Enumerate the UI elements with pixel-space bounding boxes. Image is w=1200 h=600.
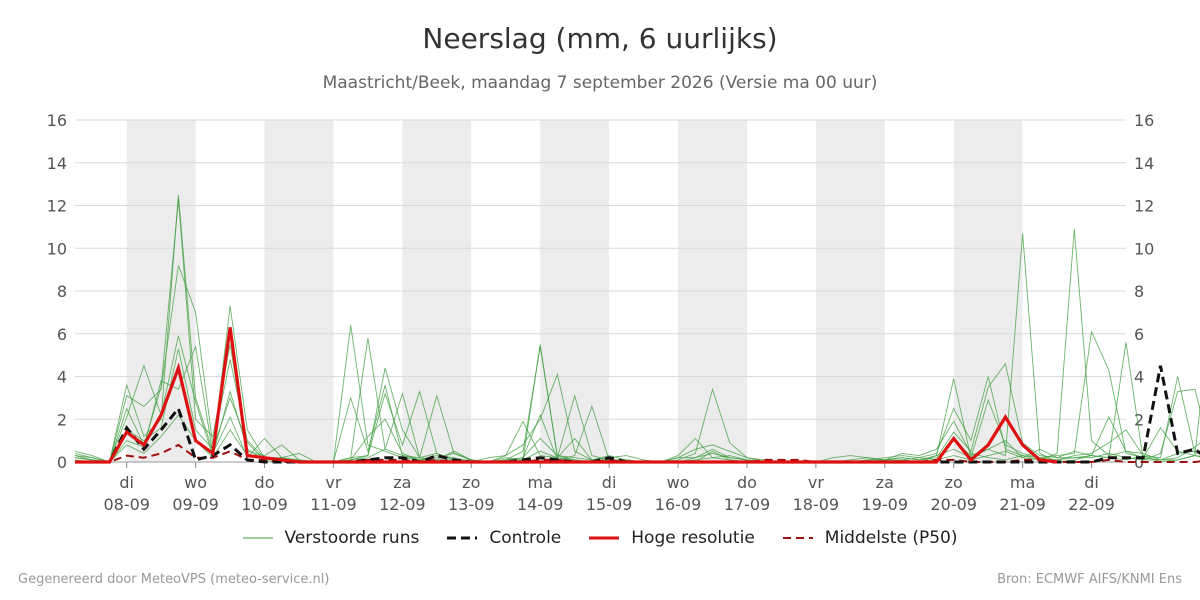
x-tick-date: 21-09 <box>999 495 1046 514</box>
legend-label: Controle <box>489 528 562 548</box>
x-tick-date: 15-09 <box>586 495 633 514</box>
footer-generator: Gegenereerd door MeteoVPS (meteo-service… <box>18 572 330 587</box>
x-tick-date: 08-09 <box>103 495 150 514</box>
x-tick-day: zo <box>945 473 963 492</box>
x-tick-day: di <box>1084 473 1099 492</box>
legend-swatch-thin-green <box>242 537 273 539</box>
y-tick-label-left: 2 <box>57 410 67 429</box>
legend-label: Hoge resolutie <box>631 528 755 548</box>
x-tick-date: 12-09 <box>379 495 426 514</box>
y-tick-label-left: 4 <box>57 368 67 387</box>
x-tick-day: vr <box>325 473 341 492</box>
legend: Verstoorde runs Controle Hoge resolutie … <box>0 528 1200 548</box>
x-tick-date: 17-09 <box>724 495 771 514</box>
y-tick-label-left: 12 <box>47 197 67 216</box>
y-tick-label-left: 8 <box>57 282 67 301</box>
legend-item-middelste[interactable]: Middelste (P50) <box>782 528 958 548</box>
x-tick-date: 19-09 <box>862 495 909 514</box>
legend-item-hoge-resolutie[interactable]: Hoge resolutie <box>589 528 755 548</box>
x-tick-date: 11-09 <box>310 495 357 514</box>
legend-swatch-red-solid <box>589 536 620 540</box>
x-tick-date: 16-09 <box>655 495 702 514</box>
series-hoge-resolutie <box>75 327 1058 464</box>
legend-item-verstoorde-runs[interactable]: Verstoorde runs <box>242 528 420 548</box>
x-tick-day: di <box>602 473 617 492</box>
y-tick-label-right: 0 <box>1134 453 1144 472</box>
chart-subtitle: Maastricht/Beek, maandag 7 september 202… <box>322 73 878 93</box>
legend-label: Verstoorde runs <box>284 528 420 548</box>
y-tick-label-right: 6 <box>1134 325 1144 344</box>
x-tick-day: zo <box>462 473 480 492</box>
y-tick-label-left: 10 <box>47 239 67 258</box>
legend-item-controle[interactable]: Controle <box>447 528 561 548</box>
y-tick-label-right: 16 <box>1134 111 1154 130</box>
x-tick-day: vr <box>808 473 824 492</box>
x-tick-day: ma <box>528 473 553 492</box>
series-verstoorde-run <box>74 335 1200 463</box>
x-tick-day: wo <box>667 473 690 492</box>
y-tick-label-right: 10 <box>1134 239 1154 258</box>
y-tick-label-right: 14 <box>1134 154 1154 173</box>
x-tick-date: 18-09 <box>793 495 840 514</box>
y-tick-label-right: 4 <box>1134 368 1144 387</box>
legend-swatch-black-dashed <box>447 536 478 540</box>
x-tick-date: 22-09 <box>1068 495 1115 514</box>
y-tick-label-left: 6 <box>57 325 67 344</box>
x-tick-day: di <box>119 473 134 492</box>
y-tick-label-right: 12 <box>1134 197 1154 216</box>
series-verstoorde-run <box>74 199 1200 463</box>
x-tick-day: wo <box>184 473 207 492</box>
x-tick-date: 14-09 <box>517 495 564 514</box>
x-tick-day: do <box>255 473 275 492</box>
x-tick-day: za <box>393 473 411 492</box>
x-tick-date: 10-09 <box>241 495 288 514</box>
legend-swatch-darkred-dashed <box>782 537 813 539</box>
footer-source: Bron: ECMWF AIFS/KNMI Ens <box>997 572 1182 587</box>
series-controle <box>75 365 1200 464</box>
chart-title: Neerslag (mm, 6 uurlijks) <box>422 22 778 55</box>
x-tick-date: 09-09 <box>172 495 219 514</box>
x-tick-day: ma <box>1010 473 1035 492</box>
y-tick-label-right: 8 <box>1134 282 1144 301</box>
y-tick-label-right: 2 <box>1134 410 1144 429</box>
y-tick-label-left: 16 <box>47 111 67 130</box>
x-tick-day: za <box>876 473 894 492</box>
y-tick-label-left: 0 <box>57 453 67 472</box>
x-tick-date: 13-09 <box>448 495 495 514</box>
y-tick-label-left: 14 <box>47 154 67 173</box>
legend-label: Middelste (P50) <box>824 528 958 548</box>
x-tick-date: 20-09 <box>930 495 977 514</box>
x-tick-day: do <box>737 473 757 492</box>
